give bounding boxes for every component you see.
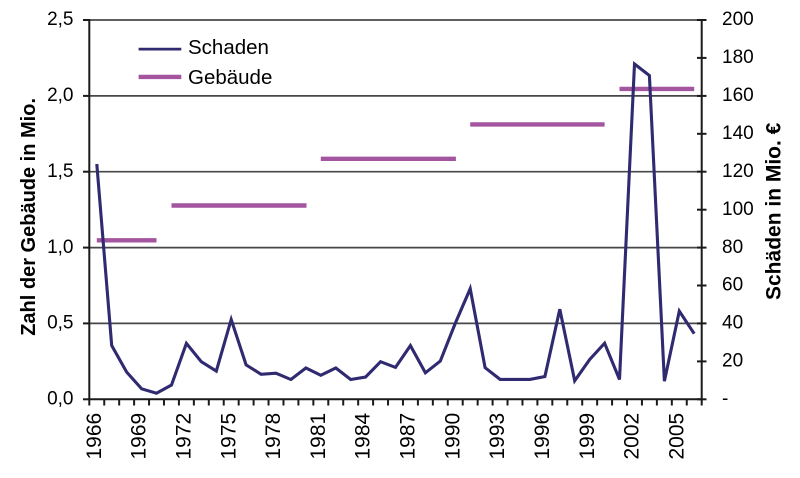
- svg-text:1966: 1966: [83, 413, 106, 460]
- svg-text:0,0: 0,0: [47, 389, 73, 410]
- svg-text:60: 60: [722, 275, 743, 296]
- svg-text:Schaden: Schaden: [188, 36, 269, 59]
- svg-text:1981: 1981: [307, 413, 330, 460]
- svg-text:1,0: 1,0: [47, 237, 73, 258]
- svg-text:40: 40: [722, 313, 743, 334]
- svg-text:1996: 1996: [531, 413, 554, 460]
- svg-text:Gebäude: Gebäude: [188, 66, 272, 89]
- svg-text:1978: 1978: [262, 413, 285, 460]
- svg-text:100: 100: [722, 199, 754, 220]
- svg-text:1975: 1975: [217, 413, 240, 460]
- svg-text:20: 20: [722, 351, 743, 372]
- svg-text:1984: 1984: [352, 412, 375, 459]
- svg-text:140: 140: [722, 123, 754, 144]
- svg-text:1993: 1993: [486, 413, 509, 460]
- svg-text:Zahl der Gebäude in Mio.: Zahl der Gebäude in Mio.: [18, 98, 40, 336]
- svg-text:1999: 1999: [576, 413, 599, 460]
- svg-text:2002: 2002: [621, 413, 644, 460]
- svg-text:1987: 1987: [397, 413, 420, 460]
- svg-text:2,0: 2,0: [47, 85, 73, 106]
- svg-text:2005: 2005: [665, 413, 688, 460]
- svg-text:200: 200: [722, 9, 754, 30]
- svg-text:Schäden in Mio. €: Schäden in Mio. €: [763, 122, 786, 300]
- svg-text:1990: 1990: [441, 413, 464, 460]
- svg-text:120: 120: [722, 161, 754, 182]
- svg-text:2,5: 2,5: [47, 9, 73, 30]
- svg-text:1,5: 1,5: [47, 161, 73, 182]
- svg-text:-: -: [722, 389, 728, 410]
- svg-text:80: 80: [722, 237, 743, 258]
- svg-text:0,5: 0,5: [47, 313, 73, 334]
- svg-text:1969: 1969: [128, 413, 151, 460]
- svg-text:160: 160: [722, 85, 754, 106]
- svg-text:180: 180: [722, 47, 754, 68]
- svg-text:1972: 1972: [173, 413, 196, 460]
